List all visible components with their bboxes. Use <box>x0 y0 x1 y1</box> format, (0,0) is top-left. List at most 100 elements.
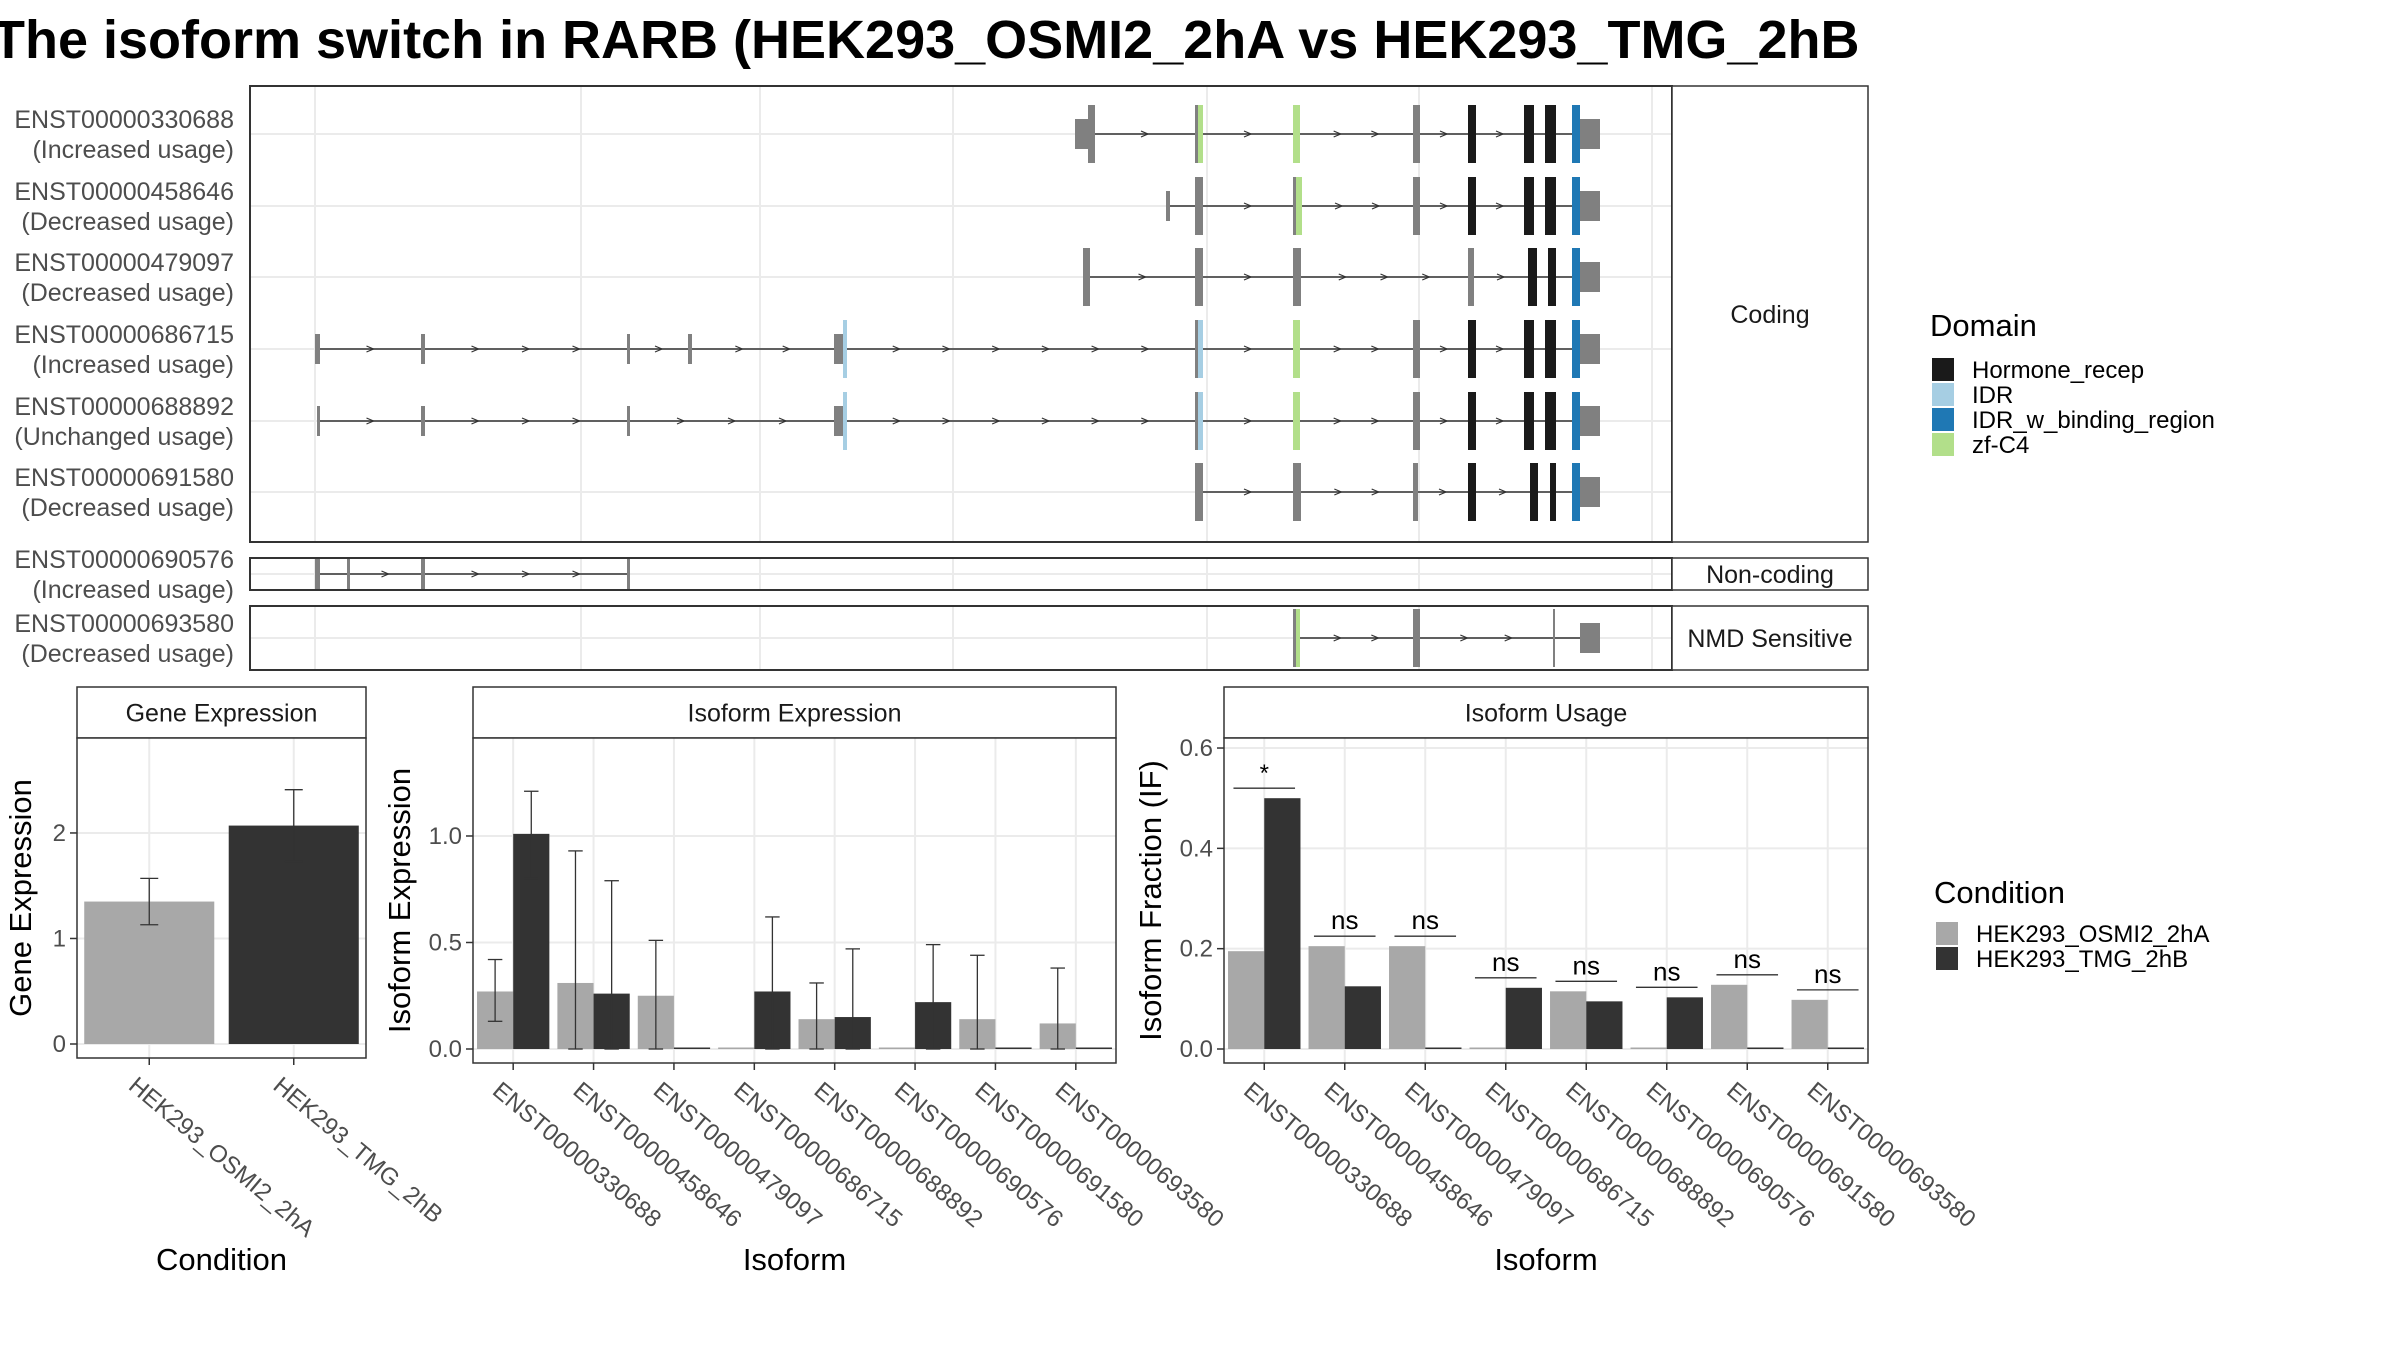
exon-block <box>1550 463 1556 521</box>
intron-arrow <box>1371 345 1380 353</box>
exon-block <box>843 392 847 450</box>
y-tick-label: 0.5 <box>429 929 462 956</box>
facet-label: NMD Sensitive <box>1687 625 1852 653</box>
intron-arrow <box>1495 345 1505 353</box>
intron-arrow <box>1371 417 1380 425</box>
isoform-usage-label: (Decreased usage) <box>21 640 234 668</box>
intron-arrow <box>1439 345 1449 353</box>
domain-legend-label: IDR_w_binding_region <box>1972 407 2215 434</box>
exon-block <box>1296 609 1300 667</box>
intron-arrow <box>1495 202 1505 210</box>
exon-block <box>1553 609 1555 667</box>
exon-block <box>1088 105 1095 163</box>
exon-block <box>1572 177 1580 235</box>
exon-block <box>1545 320 1556 378</box>
bar <box>1550 991 1587 1049</box>
exon-block <box>1198 320 1203 378</box>
exon-block <box>1545 177 1556 235</box>
plot-border <box>1223 737 1869 1064</box>
significance-label: ns <box>1331 905 1358 935</box>
condition-legend-title: Condition <box>1934 875 2065 910</box>
bar <box>673 1047 711 1049</box>
exon-block <box>421 406 425 436</box>
facet-label: Coding <box>1730 301 1809 329</box>
exon-block <box>421 334 425 364</box>
intron-arrow <box>942 345 951 353</box>
y-tick-label: 0.4 <box>1180 835 1213 862</box>
intron-arrow <box>1333 417 1343 425</box>
facet-panel <box>249 85 1673 543</box>
exon-block <box>1293 177 1296 235</box>
intron-arrow <box>366 345 376 353</box>
isoform-usage-label: (Increased usage) <box>32 351 234 379</box>
y-axis-label: Isoform Fraction (IF) <box>1133 760 1168 1041</box>
intron-arrow <box>471 417 481 425</box>
y-tick-label: 0.0 <box>429 1036 462 1063</box>
isoform-usage-label: (Decreased usage) <box>21 208 234 236</box>
exon-block <box>1293 248 1301 306</box>
bar <box>1586 1001 1623 1049</box>
intron-arrow <box>676 417 686 425</box>
bar <box>1264 798 1301 1049</box>
exon-block <box>1524 105 1534 163</box>
condition-legend-key <box>1936 922 1958 945</box>
exon-block <box>347 559 350 589</box>
chart-title: Gene Expression <box>126 700 318 728</box>
exon-block <box>1572 392 1580 450</box>
bar <box>1711 984 1748 1049</box>
exon-block <box>1468 320 1476 378</box>
significance-label: ns <box>1653 956 1680 986</box>
exon-block <box>1083 248 1090 306</box>
bar <box>878 1047 916 1049</box>
exon-block <box>1580 119 1600 149</box>
intron-arrow <box>1243 202 1253 210</box>
bar <box>1827 1047 1864 1049</box>
bar <box>995 1047 1032 1049</box>
chart-title-strip <box>472 686 1117 739</box>
exon-block <box>1580 406 1600 436</box>
facet-label: Non-coding <box>1706 561 1834 589</box>
exon-block <box>627 334 630 364</box>
facet-strip <box>1671 605 1869 671</box>
exon-block <box>1293 463 1301 521</box>
intron-arrow <box>1495 130 1505 138</box>
isoform-expression-chart: Isoform Expression0.00.51.0ENST000003306… <box>382 686 1229 1277</box>
exon-block <box>1413 177 1420 235</box>
condition-legend-key <box>1936 947 1958 970</box>
exon-block <box>1293 609 1296 667</box>
exon-block <box>1530 463 1538 521</box>
x-axis-label: Isoform <box>743 1242 846 1277</box>
exon-block <box>1548 248 1556 306</box>
bar <box>1228 951 1265 1049</box>
domain-legend-key <box>1932 383 1954 406</box>
chart-title-strip <box>1223 686 1869 739</box>
plot-border <box>76 737 367 1059</box>
intron-arrow <box>1504 634 1514 642</box>
exon-block <box>627 406 630 436</box>
exon-block <box>1468 248 1474 306</box>
intron-arrow <box>1439 202 1449 210</box>
intron-arrow <box>1243 488 1253 496</box>
exon-block <box>834 334 843 364</box>
intron-arrow <box>1091 417 1101 425</box>
exon-block <box>1572 248 1580 306</box>
exon-block <box>1580 262 1600 292</box>
intron-arrow <box>1460 634 1469 642</box>
domain-legend: Domain Hormone_recepIDRIDR_w_binding_regi… <box>1930 308 2215 459</box>
y-tick-label: 0.0 <box>1180 1036 1213 1063</box>
y-tick-label: 0.2 <box>1180 936 1213 963</box>
significance-label: ns <box>1734 944 1761 974</box>
y-tick-label: 2 <box>53 820 66 847</box>
exon-block <box>1198 105 1203 163</box>
exon-block <box>1572 320 1580 378</box>
intron-arrow <box>1243 273 1253 281</box>
exon-block <box>317 406 320 436</box>
intron-arrow <box>1334 488 1343 496</box>
intron-arrow <box>521 417 531 425</box>
exon-block <box>1195 177 1203 235</box>
isoform-id-label: ENST00000690576 <box>14 546 234 574</box>
exon-block <box>1572 105 1580 163</box>
